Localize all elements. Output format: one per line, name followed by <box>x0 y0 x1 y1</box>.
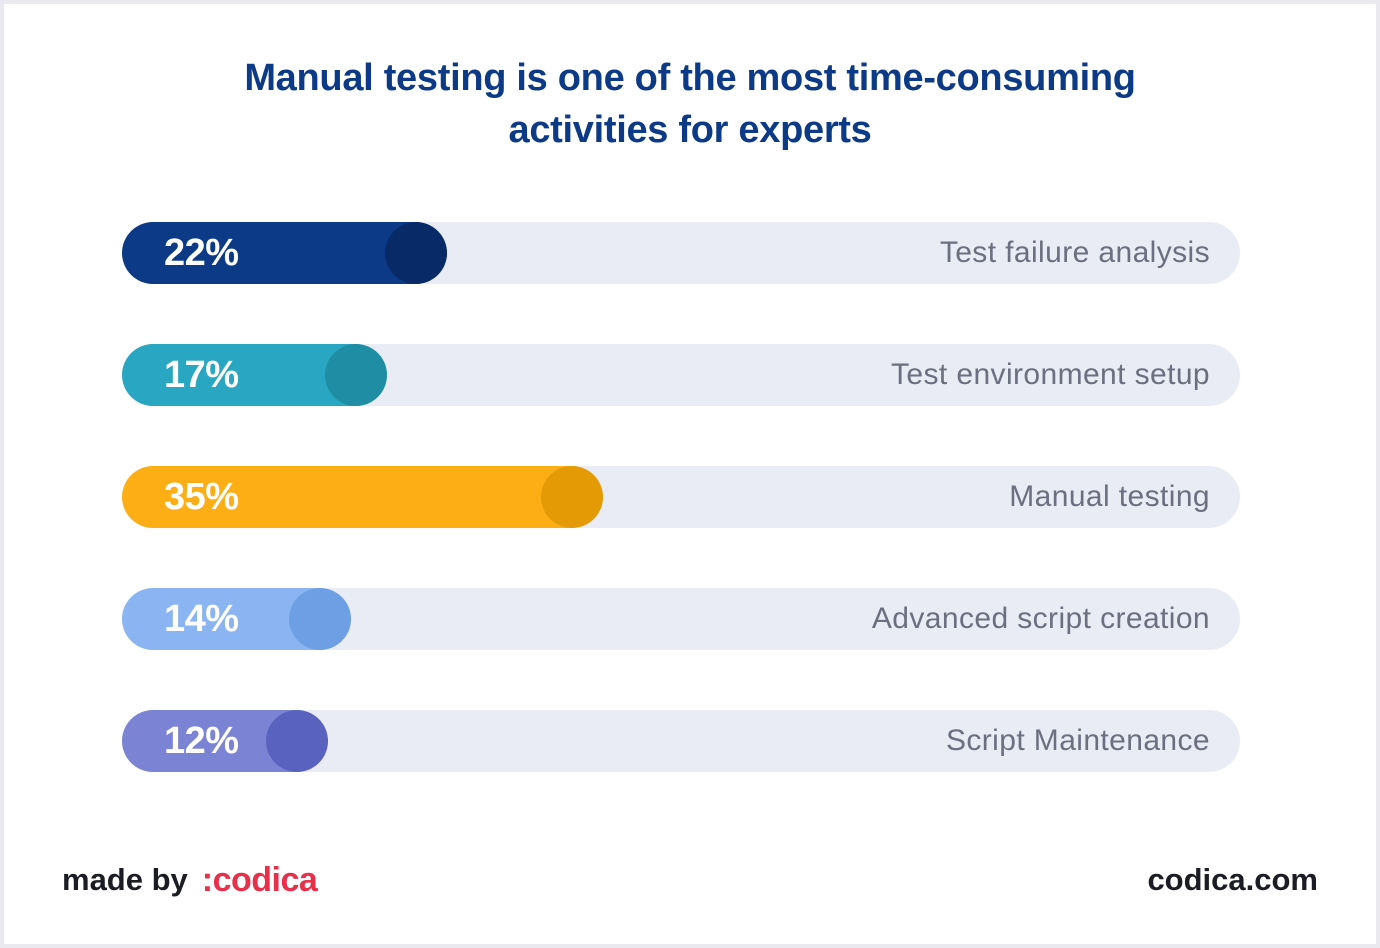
bar-end-knob <box>266 710 328 772</box>
bar-end-knob <box>325 344 387 406</box>
bar-fill <box>122 588 351 650</box>
bar-fill <box>122 710 328 772</box>
bar-row-test-failure-analysis: 22% Test failure analysis <box>122 222 1240 284</box>
bar-value-label: 14% <box>164 598 239 640</box>
bar-fill <box>122 466 603 528</box>
bar-category-label: Test environment setup <box>891 358 1210 391</box>
bar-row-test-environment-setup: 17% Test environment setup <box>122 344 1240 406</box>
chart-title-line-1: Manual testing is one of the most time-c… <box>244 57 1136 99</box>
codica-logo: :codica <box>201 860 318 899</box>
bar-category-label: Script Maintenance <box>945 724 1210 757</box>
bar-row-advanced-script-creation: 14% Advanced script creation <box>122 588 1240 650</box>
bar-row-manual-testing: 35% Manual testing <box>122 466 1240 528</box>
bar-end-knob <box>289 588 351 650</box>
made-by-credit: made by :codica <box>62 858 318 902</box>
bar-category-label: Test failure analysis <box>939 236 1210 269</box>
bar-value-label: 17% <box>164 354 239 396</box>
made-by-text: made by <box>62 862 188 897</box>
bar-value-label: 35% <box>164 476 239 518</box>
bar-fill <box>122 344 387 406</box>
bar-value-label: 22% <box>164 232 239 274</box>
bar-category-label: Manual testing <box>1009 480 1210 513</box>
bar-category-label: Advanced script creation <box>871 602 1210 635</box>
chart-title-line-2: activities for experts <box>508 109 872 151</box>
bar-end-knob <box>385 222 447 284</box>
bar-value-label: 12% <box>164 720 239 762</box>
chart-title: Manual testing is one of the most time-c… <box>0 52 1380 156</box>
bar-row-script-maintenance: 12% Script Maintenance <box>122 710 1240 772</box>
bar-end-knob <box>541 466 603 528</box>
site-url: codica.com <box>1147 862 1318 897</box>
bar-fill <box>122 222 447 284</box>
